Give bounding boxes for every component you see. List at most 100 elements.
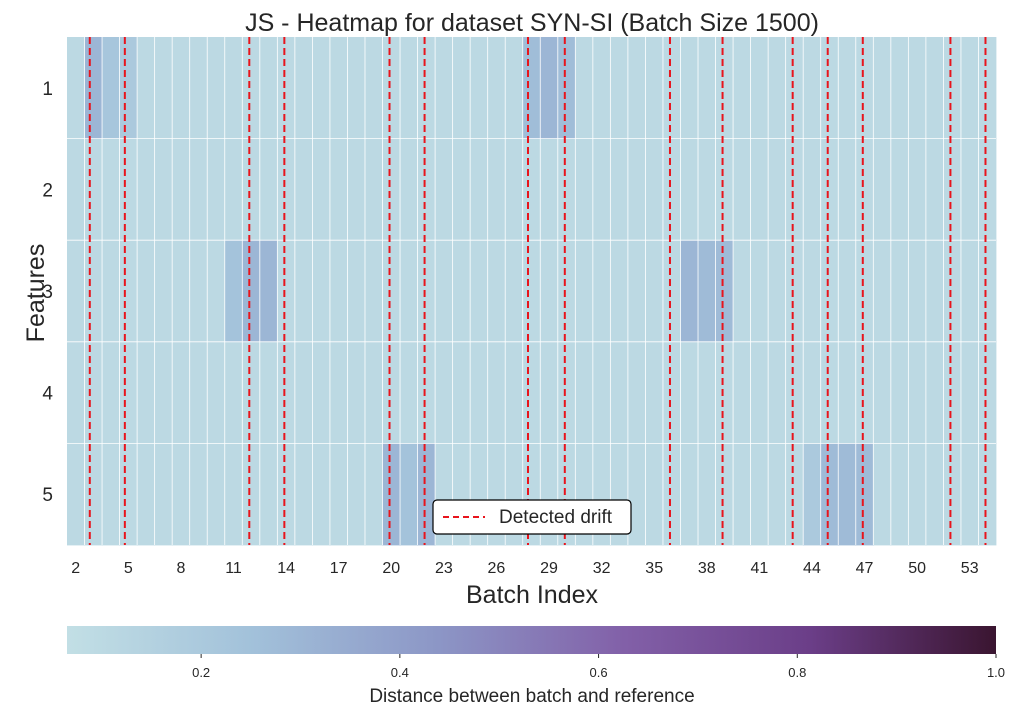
heatmap-cell (575, 138, 594, 241)
heatmap-cell (680, 138, 699, 241)
heatmap-cell (978, 37, 997, 139)
heatmap-cell (733, 37, 752, 139)
heatmap-cell (277, 240, 296, 343)
heatmap-cell (277, 443, 296, 546)
y-tick-label: 4 (42, 384, 53, 405)
heatmap-cell (925, 443, 944, 546)
heatmap-cell (960, 240, 979, 343)
heatmap-cell (294, 341, 313, 444)
heatmap-cell (329, 138, 348, 241)
heatmap-cell (417, 240, 436, 343)
heatmap-cell (838, 37, 857, 139)
y-tick-label: 3 (42, 282, 53, 303)
heatmap-cell (873, 240, 892, 343)
heatmap-cell (67, 37, 85, 139)
heatmap-cell (925, 138, 944, 241)
y-tick-label: 2 (42, 180, 53, 201)
heatmap-cell (400, 240, 418, 343)
heatmap-cell (207, 37, 226, 139)
heatmap-cell (224, 138, 243, 241)
x-tick-label: 20 (382, 560, 400, 577)
heatmap-cell (768, 240, 787, 343)
heatmap-cell (364, 240, 383, 343)
heatmap-cell (119, 341, 138, 444)
heatmap-cell (172, 240, 191, 343)
heatmap-cell (820, 240, 839, 343)
heatmap-cell (452, 341, 471, 444)
colorbar-tick-label: 1.0 (987, 665, 1005, 680)
heatmap-cell (312, 341, 331, 444)
heatmap-cell (312, 443, 331, 546)
heatmap-cell (908, 37, 927, 139)
heatmap-cell (67, 443, 85, 546)
heatmap-cell (435, 240, 454, 343)
heatmap-cell (452, 138, 471, 241)
heatmap-cell (575, 240, 594, 343)
heatmap-cell (978, 138, 997, 241)
heatmap-cell (417, 341, 436, 444)
heatmap-cell (855, 240, 874, 343)
heatmap-cell (785, 341, 804, 444)
heatmap-cell (943, 443, 962, 546)
heatmap-cell (645, 240, 664, 343)
heatmap-cell (487, 341, 506, 444)
heatmap-cell (645, 37, 664, 139)
heatmap-cell (803, 443, 822, 546)
heatmap-cell (347, 138, 366, 241)
heatmap-cell (803, 37, 822, 139)
heatmap-cell (207, 443, 226, 546)
heatmap-cell (172, 341, 191, 444)
y-axis-label: Features (22, 244, 50, 343)
heatmap-cell (890, 240, 909, 343)
heatmap-cell (137, 443, 156, 546)
heatmap-cell (312, 37, 331, 139)
heatmap-cell (645, 138, 664, 241)
heatmap-cell (715, 240, 734, 343)
heatmap-cell (347, 240, 366, 343)
heatmap-cell (487, 37, 506, 139)
heatmap-cell (838, 443, 857, 546)
heatmap-cell (329, 443, 348, 546)
heatmap-cell (137, 240, 156, 343)
heatmap-cell (137, 341, 156, 444)
heatmap-cell (925, 37, 944, 139)
heatmap-cell (207, 341, 226, 444)
heatmap-cell (592, 240, 611, 343)
heatmap-cell (435, 341, 454, 444)
heatmap-cell (470, 138, 489, 241)
heatmap-cell (838, 138, 857, 241)
colorbar-tick-label: 0.6 (590, 665, 608, 680)
heatmap-cell (540, 37, 559, 139)
heatmap-cell (978, 240, 997, 343)
heatmap-cell (750, 240, 769, 343)
heatmap-cell (102, 341, 120, 444)
heatmap-cell (400, 37, 418, 139)
heatmap-cell (329, 37, 348, 139)
heatmap-cell (733, 443, 752, 546)
heatmap-cell (838, 240, 857, 343)
heatmap-cell (925, 240, 944, 343)
x-tick-label: 14 (277, 560, 295, 577)
heatmap-cell (207, 138, 226, 241)
heatmap-cell (329, 341, 348, 444)
heatmap-cell (347, 443, 366, 546)
heatmap-cell (715, 341, 734, 444)
heatmap-cell (119, 240, 138, 343)
heatmap-cell (785, 138, 804, 241)
heatmap-cell (960, 37, 979, 139)
heatmap-cell (698, 341, 716, 444)
heatmap-cell (172, 138, 191, 241)
heatmap-cell (680, 443, 699, 546)
heatmap-cell (715, 443, 734, 546)
x-tick-label: 17 (330, 560, 348, 577)
heatmap-cell (610, 37, 629, 139)
heatmap-cell (733, 341, 752, 444)
heatmap-cell (943, 37, 962, 139)
heatmap-cell (960, 341, 979, 444)
x-tick-label: 47 (856, 560, 874, 577)
heatmap-cell (470, 240, 489, 343)
heatmap-cell (698, 240, 716, 343)
heatmap-cell (382, 138, 401, 241)
heatmap-cell (259, 138, 278, 241)
heatmap-cell (505, 240, 524, 343)
